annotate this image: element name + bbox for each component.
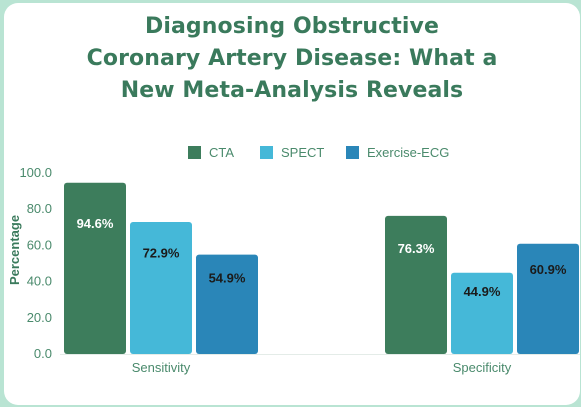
bar-0-1: [130, 222, 192, 354]
y-tick-label: 100.0: [19, 165, 52, 180]
bar-1-0: [385, 215, 447, 354]
legend-swatch-1: [260, 146, 273, 159]
y-tick-label: 20.0: [27, 310, 52, 325]
y-tick-label: 60.0: [27, 237, 52, 252]
bar-0-0: [64, 182, 126, 354]
bar-1-2: [517, 243, 579, 354]
y-tick-label: 80.0: [27, 201, 52, 216]
bar-data-label-1-1: 44.9%: [464, 284, 501, 299]
bar-data-label-0-2: 54.9%: [209, 270, 246, 285]
legend-swatch-0: [188, 146, 201, 159]
bar-data-label-1-2: 60.9%: [530, 262, 567, 277]
chart-title-line-3: New Meta-Analysis Reveals: [120, 78, 464, 103]
bar-data-label-0-0: 94.6%: [77, 216, 114, 231]
bar-data-label-0-1: 72.9%: [143, 246, 180, 261]
legend-label-0: CTA: [209, 145, 234, 160]
legend-swatch-2: [346, 146, 359, 159]
legend-label-1: SPECT: [281, 145, 324, 160]
chart-title-line-2: Coronary Artery Disease: What a: [86, 46, 498, 71]
bar-data-label-1-0: 76.3%: [398, 241, 435, 256]
y-axis-label: Percentage: [7, 215, 22, 285]
y-tick-label: 40.0: [27, 274, 52, 289]
bar-0-2: [196, 254, 258, 354]
y-tick-label: 0.0: [34, 346, 52, 361]
chart-title: Diagnosing Obstructive Coronary Artery D…: [4, 11, 580, 107]
bar-1-1: [451, 272, 513, 354]
chart-card: Diagnosing Obstructive Coronary Artery D…: [4, 3, 580, 405]
chart-title-line-1: Diagnosing Obstructive: [144, 14, 439, 39]
legend-label-2: Exercise-ECG: [367, 145, 449, 160]
bar-chart: 0.0 20.0 40.0 60.0 80.0 100.0 Percentage CTA SPE…: [7, 145, 580, 375]
x-category-label-0: Sensitivity: [132, 360, 191, 375]
x-category-label-1: Specificity: [453, 360, 512, 375]
